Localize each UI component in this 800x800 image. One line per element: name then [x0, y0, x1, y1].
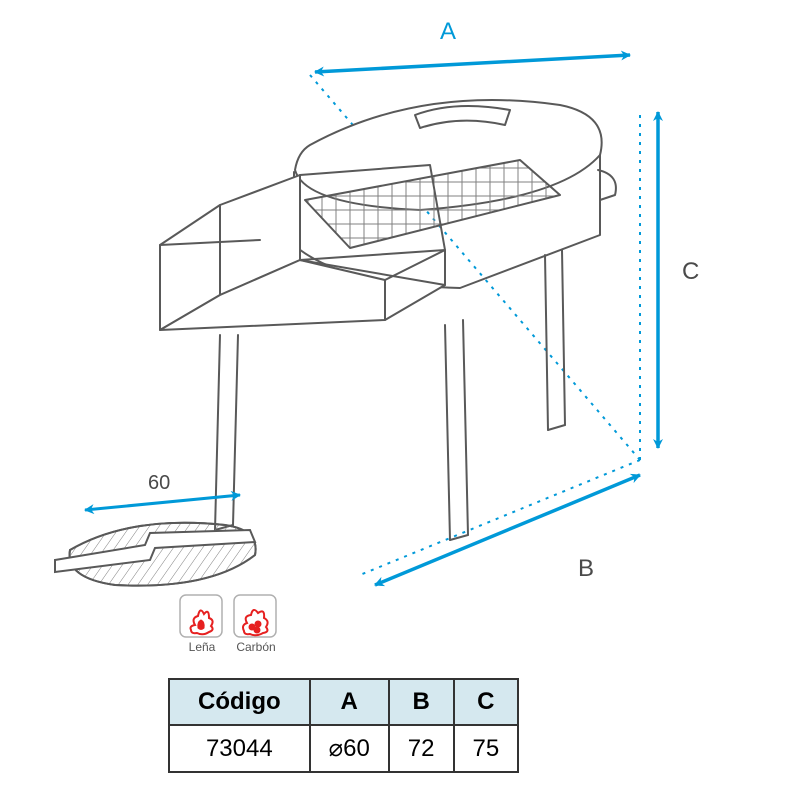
lena-label: Leña: [188, 640, 216, 654]
spec-table: Código A B C 73044 ⌀60 72 75: [168, 678, 519, 773]
carbon-icon: [234, 595, 276, 637]
td-codigo: 73044: [169, 725, 310, 772]
label-60: 60: [148, 472, 170, 495]
th-B: B: [389, 679, 454, 725]
label-A: A: [440, 18, 456, 46]
label-C: C: [682, 258, 699, 286]
label-B: B: [578, 555, 594, 583]
diagram-canvas: A C B 60 Leña Carbón Código A B C 73044 …: [0, 0, 800, 800]
td-C: 75: [454, 725, 519, 772]
accessory-grill: [55, 523, 256, 586]
td-B: 72: [389, 725, 454, 772]
th-C: C: [454, 679, 519, 725]
td-A: ⌀60: [310, 725, 389, 772]
th-codigo: Código: [169, 679, 310, 725]
carbon-label: Carbón: [236, 640, 276, 654]
lena-icon: [180, 595, 222, 637]
th-A: A: [310, 679, 389, 725]
grill-body: [160, 100, 616, 540]
arrow-B: [375, 475, 640, 585]
arrow-A: [315, 55, 630, 72]
arrow-60: [85, 495, 240, 510]
